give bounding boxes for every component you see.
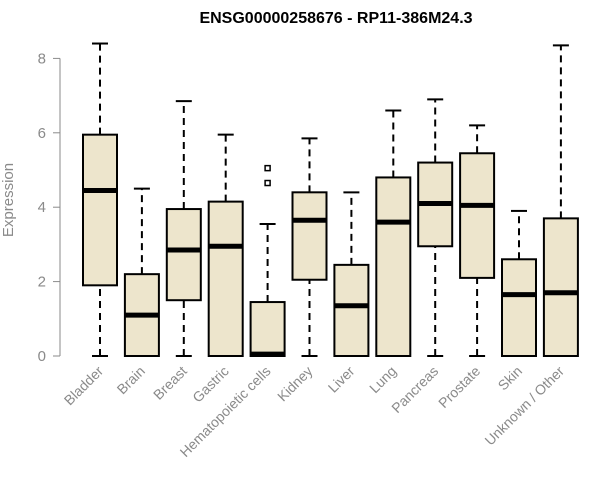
boxes bbox=[82, 42, 579, 357]
box-iqr bbox=[165, 208, 202, 302]
box-iqr bbox=[375, 176, 412, 357]
box-iqr bbox=[459, 152, 496, 279]
y-axis-label: Expression bbox=[0, 163, 17, 237]
y-tick-label: 0 bbox=[38, 348, 46, 365]
x-tick-label: Liver bbox=[325, 363, 358, 396]
box-iqr bbox=[542, 217, 579, 357]
box-iqr bbox=[249, 301, 286, 357]
box-iqr bbox=[207, 200, 244, 357]
x-tick-label: Pancreas bbox=[388, 363, 441, 416]
box-group bbox=[542, 44, 579, 357]
box-group bbox=[417, 98, 454, 357]
box-group bbox=[82, 42, 118, 357]
outlier-point bbox=[264, 164, 271, 172]
outlier-point bbox=[264, 179, 271, 187]
x-tick-label: Skin bbox=[495, 363, 526, 394]
box-group bbox=[333, 191, 370, 357]
y-axis: 0 2 4 6 8 bbox=[38, 50, 61, 365]
box-group bbox=[459, 124, 496, 357]
box-iqr bbox=[501, 258, 537, 357]
y-tick-label: 6 bbox=[38, 125, 46, 142]
chart-title: ENSG00000258676 - RP11-386M24.3 bbox=[199, 10, 472, 27]
x-tick-label: Unknown / Other bbox=[481, 363, 567, 449]
box-group bbox=[207, 133, 244, 357]
x-tick-label: Brain bbox=[114, 363, 148, 397]
x-tick-label: Breast bbox=[150, 363, 190, 403]
box-group bbox=[165, 100, 202, 357]
box-group bbox=[291, 137, 328, 357]
box-iqr bbox=[291, 191, 328, 281]
box-group bbox=[249, 164, 286, 357]
y-tick-label: 4 bbox=[38, 199, 46, 216]
box-group bbox=[375, 109, 412, 357]
x-tick-label: Bladder bbox=[61, 363, 107, 409]
x-tick-label: Kidney bbox=[274, 363, 316, 405]
box-iqr bbox=[333, 263, 370, 357]
box-group bbox=[501, 209, 537, 357]
box-iqr bbox=[82, 133, 118, 287]
y-tick-label: 8 bbox=[38, 50, 46, 67]
box-group bbox=[123, 187, 160, 357]
x-tick-label: Prostate bbox=[435, 363, 483, 411]
y-tick-label: 2 bbox=[38, 274, 46, 291]
x-tick-label: Lung bbox=[366, 363, 399, 396]
